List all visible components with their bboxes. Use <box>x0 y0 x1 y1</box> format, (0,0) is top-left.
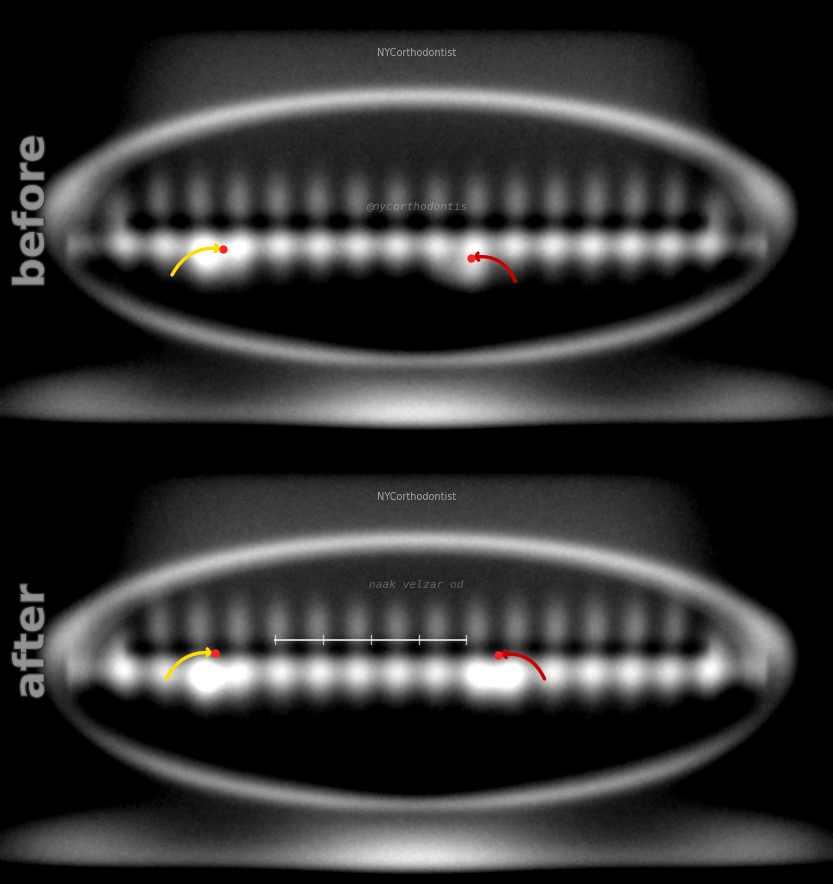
Text: NYCorthodontist: NYCorthodontist <box>377 492 456 501</box>
Text: after: after <box>11 584 52 699</box>
Text: naak velzar od: naak velzar od <box>369 580 464 590</box>
Text: NYCorthodontist: NYCorthodontist <box>377 48 456 57</box>
Text: @nycorthodontis: @nycorthodontis <box>366 202 467 212</box>
Text: before: before <box>11 134 52 288</box>
